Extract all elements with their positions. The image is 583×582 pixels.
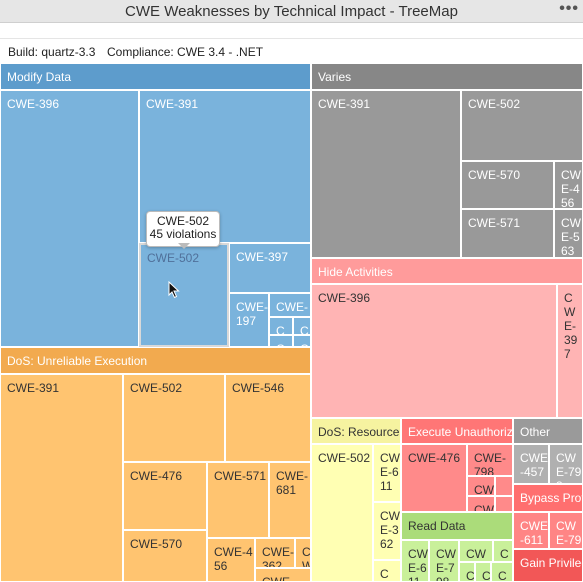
treemap-cell[interactable]: CWE-611 — [513, 512, 549, 549]
treemap-group-header[interactable]: Read Data — [401, 512, 513, 540]
build-label: Build: quartz-3.3 — [8, 45, 96, 59]
treemap-cell[interactable]: CWE-798 — [549, 512, 583, 549]
treemap-cell[interactable]: CWE-798 — [467, 444, 513, 476]
treemap-cell[interactable]: CWE-391 — [311, 90, 461, 258]
treemap-cell[interactable]: CWE-399 — [269, 293, 311, 317]
compliance-label: Compliance: CWE 3.4 - .NET — [107, 45, 264, 59]
treemap-cell[interactable]: CWE-457 — [513, 444, 549, 484]
treemap-cell[interactable]: CWE-546 — [225, 374, 311, 462]
treemap-group-header[interactable]: Varies — [311, 63, 583, 90]
treemap-cell[interactable]: CW — [467, 476, 495, 496]
tooltip-title: CWE-502 — [156, 214, 209, 228]
tooltip: CWE-502 45 violations — [146, 211, 220, 247]
treemap-cell[interactable]: CWE-397 — [229, 243, 311, 293]
treemap-group-header[interactable]: Other — [513, 418, 583, 444]
treemap-cell[interactable]: CWE-362 — [255, 538, 295, 568]
treemap-cell[interactable] — [495, 496, 513, 512]
treemap-cell[interactable]: CWE-570 — [123, 530, 207, 582]
treemap-cell[interactable]: C — [293, 317, 311, 335]
treemap-cell[interactable]: CWE-456 — [207, 538, 255, 582]
treemap-cell[interactable]: CWE-798 — [549, 444, 583, 484]
treemap-cell[interactable]: C — [459, 562, 475, 582]
treemap-cell[interactable]: CWE- — [269, 317, 293, 335]
window-titlebar: CWE Weaknesses by Technical Impact - Tre… — [0, 0, 583, 23]
treemap-cell[interactable]: CWE-571 — [207, 462, 269, 538]
treemap-group-header[interactable]: Gain Privilege — [513, 549, 583, 582]
treemap-cell[interactable]: CWE-502 — [311, 444, 373, 582]
info-bar: Build: quartz-3.3 Compliance: CWE 3.4 - … — [0, 38, 583, 64]
treemap-cell[interactable]: CWE-502 — [123, 374, 225, 462]
treemap-cell[interactable]: CWE-502 — [139, 243, 229, 347]
treemap-group-header[interactable]: Bypass Prote — [513, 484, 583, 512]
treemap-cell[interactable]: CWE-563 — [554, 209, 583, 258]
treemap-cell[interactable]: C — [475, 562, 491, 582]
treemap-cell[interactable]: CWE-397 — [557, 284, 583, 418]
treemap-cell[interactable]: CWE-611 — [401, 540, 429, 582]
more-dots-icon[interactable]: ••• — [559, 0, 579, 17]
treemap-cell[interactable]: CWE-197 — [229, 293, 269, 347]
treemap-cell[interactable]: CWE-502 — [461, 90, 583, 161]
treemap-cell[interactable]: C — [293, 335, 311, 347]
treemap-cell[interactable]: CWE-456 — [554, 161, 583, 209]
treemap-cell[interactable]: CWE- — [255, 568, 311, 582]
treemap-cell[interactable]: CWE-611 — [373, 444, 401, 502]
window-title: CWE Weaknesses by Technical Impact - Tre… — [125, 2, 458, 20]
treemap-cell[interactable] — [495, 476, 513, 496]
treemap-cell[interactable]: CWE-570 — [461, 161, 554, 209]
treemap-cell[interactable]: CWE-362 — [373, 502, 401, 560]
treemap-group-header[interactable]: Hide Activities — [311, 258, 583, 284]
mouse-cursor-icon — [168, 281, 180, 299]
treemap-cell[interactable]: CW — [467, 496, 495, 512]
treemap-group-header[interactable]: DoS: Unreliable Execution — [0, 347, 311, 374]
treemap-cell[interactable]: CWE-476 — [123, 462, 207, 530]
treemap-cell[interactable]: CWE-476 — [401, 444, 467, 512]
tooltip-tail — [178, 243, 190, 249]
treemap-cell[interactable]: CWE-396 — [311, 284, 557, 418]
treemap-cell[interactable]: CWE- — [269, 335, 293, 347]
treemap-group-header[interactable]: Execute Unauthorized — [401, 418, 513, 444]
treemap-cell[interactable]: CW — [493, 540, 513, 562]
treemap-group-header[interactable]: DoS: Resource C — [311, 418, 401, 444]
treemap-cell[interactable]: CWE-571 — [461, 209, 554, 258]
treemap-cell[interactable]: C — [491, 562, 513, 582]
treemap-cell[interactable]: CWE-396 — [0, 90, 139, 347]
treemap-cell[interactable]: CWE- — [295, 538, 311, 568]
treemap-cell[interactable]: C — [373, 560, 401, 582]
treemap-cell[interactable]: CWE-798 — [429, 540, 459, 582]
treemap-cell[interactable]: CWE-681 — [269, 462, 311, 538]
tooltip-value: 45 violations — [149, 227, 217, 241]
treemap-cell[interactable]: CWE-391 — [0, 374, 123, 582]
treemap-group-header[interactable]: Modify Data — [0, 63, 311, 90]
treemap-cell[interactable]: CWE-362 — [459, 540, 493, 562]
